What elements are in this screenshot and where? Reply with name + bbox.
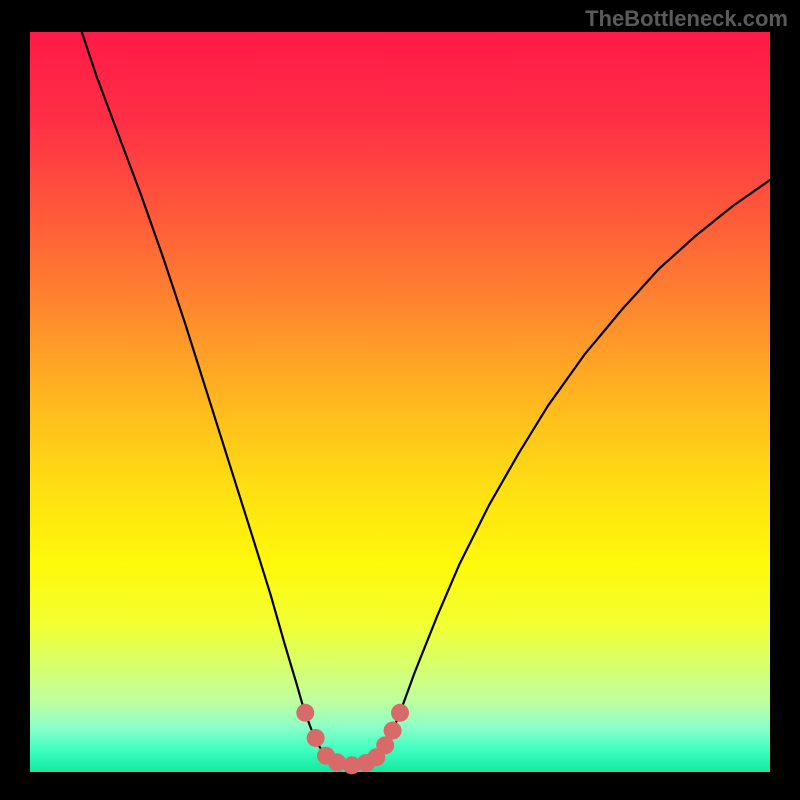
valley-marker xyxy=(328,753,346,771)
plot-background xyxy=(30,32,770,772)
chart-container: TheBottleneck.com xyxy=(0,0,800,800)
watermark-text: TheBottleneck.com xyxy=(585,6,788,32)
valley-marker xyxy=(391,704,409,722)
valley-marker xyxy=(384,722,402,740)
valley-marker xyxy=(296,704,314,722)
bottleneck-chart xyxy=(0,0,800,800)
valley-marker xyxy=(307,729,325,747)
